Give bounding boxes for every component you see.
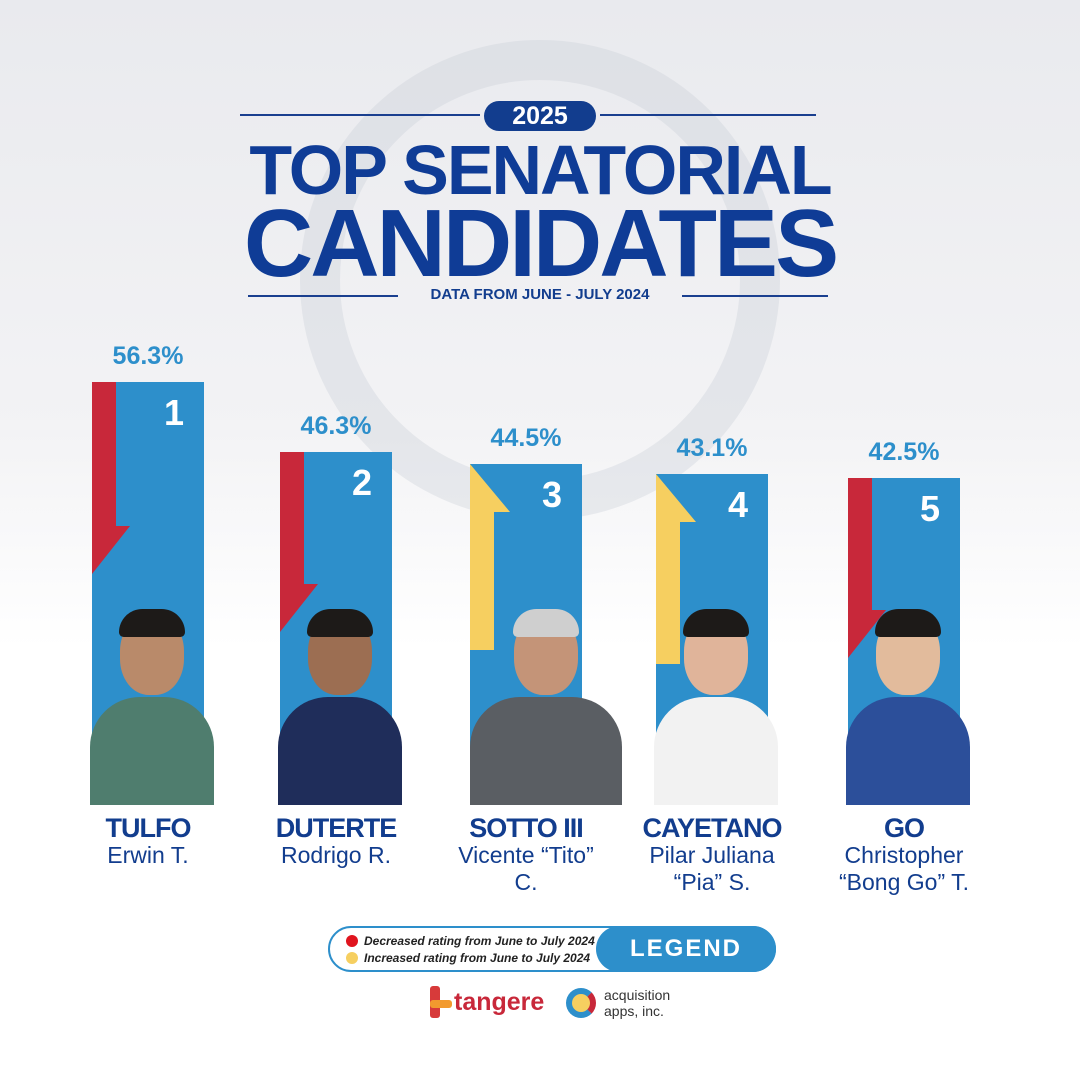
- percent-label: 44.5%: [490, 424, 562, 453]
- rank-number: 3: [542, 474, 563, 516]
- acquisition-apps-logo: acquisition apps, inc.: [566, 986, 686, 1022]
- candidate-photo: [654, 605, 778, 805]
- candidate-surname: TULFO: [105, 813, 192, 843]
- down-arrow-icon: [92, 382, 130, 575]
- divider: [248, 295, 398, 297]
- up-arrow-icon: [470, 464, 510, 651]
- down-arrow-icon: [848, 478, 886, 659]
- percent-label: 42.5%: [868, 438, 940, 467]
- up-arrow-icon: [656, 474, 696, 665]
- candidate-name: SOTTO III Vicente “Tito” C.: [436, 815, 616, 896]
- rank-number: 5: [920, 488, 941, 530]
- year-badge: 2025: [484, 101, 596, 131]
- divider: [600, 114, 816, 116]
- subtitle: DATA FROM JUNE - JULY 2024: [430, 286, 650, 303]
- red-dot-icon: [346, 935, 358, 947]
- candidate-name: GO Christopher “Bong Go” T.: [814, 815, 994, 896]
- candidate-surname: DUTERTE: [275, 813, 398, 843]
- tangere-logo: tangere: [430, 986, 550, 1020]
- candidate-name: TULFO Erwin T.: [58, 815, 238, 869]
- legend: Decreased rating from June to July 2024 …: [328, 926, 776, 972]
- legend-decreased: Decreased rating from June to July 2024: [346, 934, 595, 948]
- candidate-photo: [90, 605, 214, 805]
- legend-increased: Increased rating from June to July 2024: [346, 951, 590, 965]
- candidate-given-name: Erwin T.: [107, 842, 189, 868]
- divider: [682, 295, 828, 297]
- candidate-given-name: Christopher “Bong Go” T.: [839, 842, 969, 895]
- percent-label: 46.3%: [300, 411, 372, 440]
- candidate-given-name: Rodrigo R.: [281, 842, 391, 868]
- title-line-2: CANDIDATES: [243, 190, 839, 297]
- candidate-name: CAYETANO Pilar Juliana “Pia” S.: [622, 815, 802, 896]
- yellow-dot-icon: [346, 952, 358, 964]
- legend-increased-label: Increased rating from June to July 2024: [364, 951, 591, 965]
- candidate-surname: CAYETANO: [642, 813, 782, 843]
- candidate-name: DUTERTE Rodrigo R.: [246, 815, 426, 869]
- candidate-photo: [470, 605, 622, 805]
- candidate-given-name: Pilar Juliana “Pia” S.: [649, 842, 775, 895]
- rank-number: 4: [728, 484, 749, 526]
- rank-number: 1: [164, 392, 185, 434]
- title-line-1: TOP SENATORIAL: [249, 131, 832, 209]
- acquisition-logo-icon: [566, 988, 596, 1018]
- down-arrow-icon: [280, 451, 318, 632]
- candidate-photo: [278, 605, 402, 805]
- percent-label: 43.1%: [676, 434, 748, 463]
- candidate-surname: SOTTO III: [469, 813, 584, 843]
- candidate-photo: [846, 605, 970, 805]
- rank-number: 2: [352, 461, 373, 503]
- candidate-given-name: Vicente “Tito” C.: [458, 842, 594, 895]
- legend-decreased-label: Decreased rating from June to July 2024: [364, 934, 595, 948]
- legend-title: LEGEND: [596, 926, 776, 972]
- divider: [240, 114, 480, 116]
- percent-label: 56.3%: [112, 342, 184, 371]
- candidate-surname: GO: [883, 813, 925, 843]
